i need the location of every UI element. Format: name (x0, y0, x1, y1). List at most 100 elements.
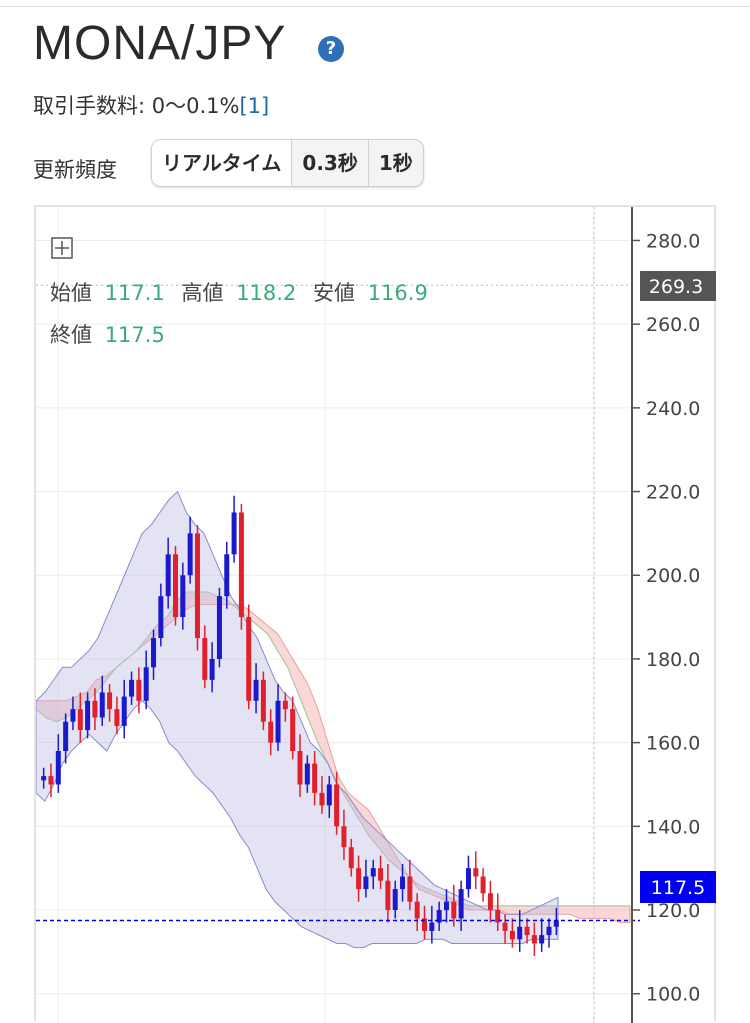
chart-svg[interactable]: 280.0 260.0 240.0 220.0 200.0 180.0 160.0 140.0… (36, 207, 718, 1023)
candle-body-7 (92, 700, 98, 718)
candle-body-35 (297, 751, 303, 785)
tick-label-2: 240.0 (646, 398, 700, 420)
candle-body-67 (531, 935, 537, 944)
candle-body-32 (275, 700, 281, 743)
candle-body-14 (143, 667, 149, 701)
fee-reference-link[interactable]: [1] (239, 94, 270, 118)
candle-body-30 (260, 679, 266, 722)
candle-body-37 (312, 763, 318, 793)
candle-body-64 (509, 930, 515, 940)
candle-body-2 (55, 751, 61, 785)
crosshair-price-label: 269.3 (640, 271, 716, 301)
tick-label-9: 100.0 (646, 984, 700, 1006)
crosshair-price-box (640, 271, 716, 301)
candle-body-5 (77, 709, 83, 731)
candle-body-25 (224, 554, 230, 597)
candle-body-61 (487, 893, 493, 911)
candle-body-62 (495, 910, 501, 923)
tick-label-0: 280.0 (646, 230, 700, 252)
tick-label-3: 220.0 (646, 482, 700, 504)
candle-body-11 (121, 696, 127, 726)
candle-body-9 (107, 692, 113, 710)
candle-body-70 (553, 920, 559, 927)
candle-body-18 (172, 554, 178, 618)
candle-body-24 (216, 596, 222, 659)
candle-body-16 (158, 596, 164, 639)
candle-body-34 (290, 709, 296, 751)
current-price-label: 117.5 (640, 871, 716, 903)
tick-label-8: 120.0 (646, 900, 700, 922)
tick-label-1: 260.0 (646, 314, 700, 336)
candle-body-44 (363, 876, 369, 890)
svg-text:始値 117.1 高値: 始値 117.1 高値 118.2 安値 116.9 (50, 281, 428, 305)
price-chart[interactable]: 280.0 260.0 240.0 220.0 200.0 180.0 160.0 140.0… (34, 205, 718, 1023)
high-label: 高値 (182, 281, 224, 305)
candle-body-4 (70, 709, 76, 722)
zoom-plus-icon[interactable] (51, 237, 73, 259)
frequency-realtime-button[interactable]: リアルタイム (152, 140, 293, 186)
candle-body-33 (282, 700, 288, 710)
candle-body-50 (407, 876, 413, 902)
price-axis: 280.0 260.0 240.0 220.0 200.0 180.0 160.0 140.0… (632, 230, 700, 1006)
candle-body-31 (268, 721, 274, 743)
tick-label-7: 140.0 (646, 816, 700, 838)
candle-body-23 (209, 658, 215, 680)
candle-body-21 (194, 533, 200, 639)
candle-body-53 (429, 922, 435, 931)
candle-body-40 (334, 784, 340, 827)
candle-body-68 (539, 935, 545, 944)
update-frequency-label: 更新頻度 (33, 158, 117, 182)
candle-body-29 (253, 679, 259, 701)
candle-body-57 (458, 889, 464, 919)
low-label: 安値 (313, 281, 355, 305)
candle-body-20 (187, 533, 193, 576)
candle-body-17 (165, 554, 171, 597)
candle-body-54 (436, 910, 442, 923)
update-frequency-selector: リアルタイム 0.3秒 1秒 (151, 139, 424, 187)
candle-body-55 (443, 901, 449, 911)
candle-body-39 (326, 784, 332, 806)
open-value: 117.1 (105, 281, 165, 305)
svg-text:終値 117.5: 終値 117.5 (50, 323, 165, 347)
open-label: 始値 (50, 281, 92, 305)
candle-body-0 (41, 776, 47, 781)
candle-body-3 (63, 721, 69, 751)
candle-body-26 (231, 512, 237, 555)
close-value: 117.5 (105, 323, 165, 347)
low-value: 116.9 (368, 281, 428, 305)
candle-body-38 (319, 792, 325, 806)
band-area (36, 490, 559, 949)
candle-body-22 (202, 638, 208, 680)
candle-body-59 (473, 868, 479, 877)
candle-body-42 (348, 847, 354, 869)
frequency-1s-button[interactable]: 1秒 (378, 151, 413, 175)
trading-fee: 取引手数料: 0〜0.1%[1] (33, 90, 269, 120)
page-title: MONA/JPY (33, 17, 287, 70)
crosshair-price: 269.3 (649, 276, 703, 298)
candle-body-65 (517, 926, 523, 940)
candle-body-41 (341, 826, 347, 848)
candle-body-56 (451, 901, 457, 919)
fee-label: 取引手数料: 0〜0.1% (33, 94, 240, 118)
candle-body-8 (99, 692, 105, 718)
candle-body-66 (524, 926, 530, 936)
candle-body-49 (400, 876, 406, 890)
top-divider (0, 6, 750, 7)
high-value: 118.2 (236, 281, 296, 305)
candle-body-47 (385, 880, 391, 911)
candle-body-10 (114, 709, 120, 726)
question-circle-icon[interactable]: ? (318, 36, 344, 62)
tick-label-4: 200.0 (646, 565, 700, 587)
candle-body-15 (151, 638, 157, 668)
close-label: 終値 (50, 323, 92, 347)
candle-body-60 (480, 876, 486, 894)
candle-body-69 (546, 926, 552, 936)
candle-body-27 (238, 512, 244, 618)
candlesticks (41, 495, 559, 957)
ohlc-readout: 始値 117.1 高値 118.2 安値 116.9 終値 117.5 (50, 281, 428, 347)
candle-body-13 (136, 679, 142, 701)
current-price-box (640, 871, 716, 903)
candle-body-58 (465, 868, 471, 890)
frequency-0.3s-button[interactable]: 0.3秒 (292, 140, 369, 186)
current-price: 117.5 (651, 877, 705, 899)
